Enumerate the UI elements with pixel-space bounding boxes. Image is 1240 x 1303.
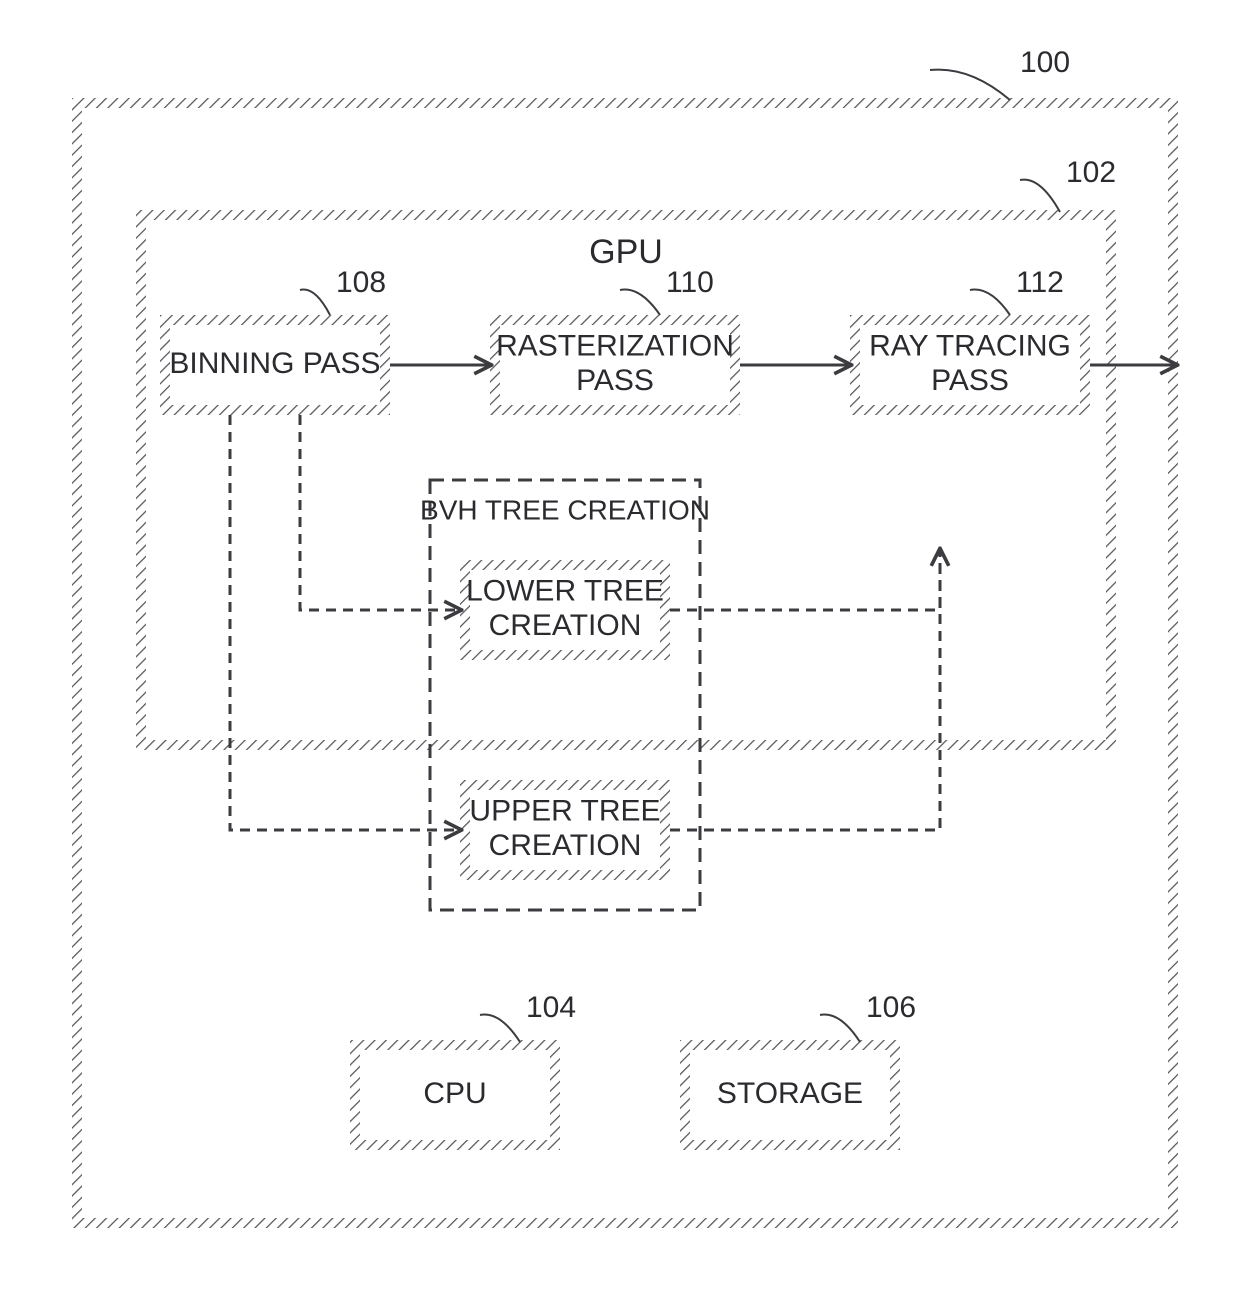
ray-tracing-pass-box-label-line0: RAY TRACING — [869, 330, 1071, 363]
cpu-box-ref: 104 — [526, 991, 576, 1024]
upper-tree-box-label-line1: CREATION — [489, 829, 642, 862]
gpu-box-ref: 102 — [1066, 156, 1116, 189]
lower-tree-box-label-line0: LOWER TREE — [466, 575, 664, 608]
rasterization-pass-box-ref: 110 — [666, 266, 714, 299]
cpu-box: CPU — [350, 1040, 560, 1150]
upper-tree-box-label-line0: UPPER TREE — [469, 795, 660, 828]
storage-box-label-line0: STORAGE — [717, 1077, 863, 1110]
rasterization-pass-box-label-line0: RASTERIZATION — [496, 330, 734, 363]
rasterization-pass-box-label-line1: PASS — [576, 364, 654, 397]
bvh-title: BVH TREE CREATION — [420, 494, 710, 525]
gpu-box — [136, 210, 1116, 750]
binning-pass-box-label-line0: BINNING PASS — [169, 347, 380, 380]
lower-tree-box-label-line1: CREATION — [489, 609, 642, 642]
system-box-leader — [930, 70, 1010, 100]
cpu-box-label-line0: CPU — [423, 1077, 486, 1110]
ray-tracing-pass-box: RAY TRACINGPASS — [850, 315, 1090, 415]
storage-box: STORAGE — [680, 1040, 900, 1150]
upper-tree-box: UPPER TREECREATION — [460, 780, 670, 880]
system-box-ref: 100 — [1020, 46, 1070, 79]
gpu-title: GPU — [589, 233, 663, 271]
ray-tracing-pass-box-ref: 112 — [1016, 266, 1064, 299]
lower-tree-box: LOWER TREECREATION — [460, 560, 670, 660]
ray-tracing-pass-box-label-line1: PASS — [931, 364, 1009, 397]
binning-pass-box: BINNING PASS — [160, 315, 390, 415]
storage-box-ref: 106 — [866, 991, 916, 1024]
binning-pass-box-ref: 108 — [336, 266, 386, 299]
rasterization-pass-box: RASTERIZATIONPASS — [490, 315, 740, 415]
